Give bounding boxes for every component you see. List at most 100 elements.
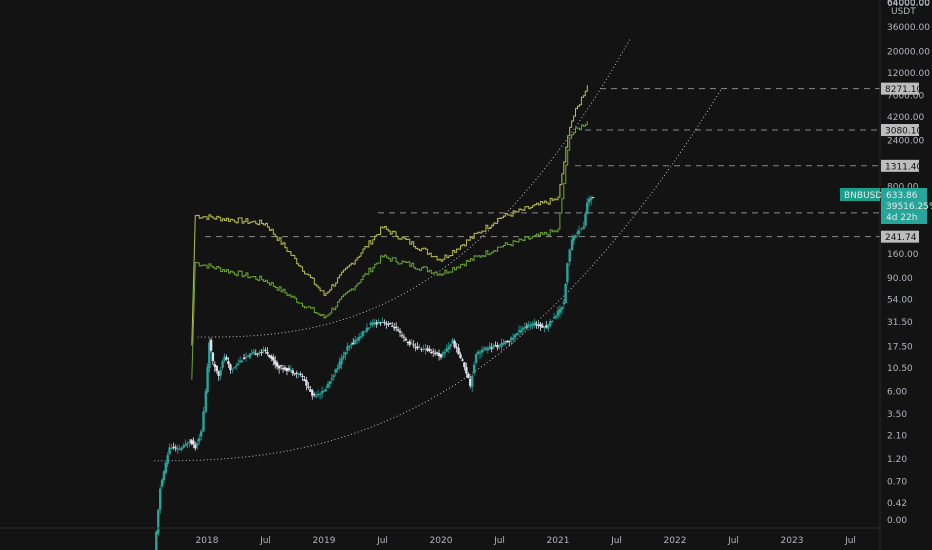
candle [476, 350, 480, 356]
candle [199, 429, 203, 441]
candle [254, 349, 257, 356]
candle [180, 446, 183, 452]
candle [529, 321, 532, 331]
level-badge-0: 8271.10 [881, 82, 922, 95]
level-label-0: 8271.10 [885, 85, 922, 95]
candle [402, 333, 406, 342]
time-tick-8: 2022 [664, 536, 687, 546]
candle [217, 370, 220, 381]
candle [359, 331, 363, 339]
candle [539, 322, 542, 332]
candle [472, 361, 476, 376]
candle [326, 381, 330, 389]
time-axis[interactable]: 2018 Jul 2019 Jul 2020 Jul 2021 Jul 2022 Jul 2023 J… [196, 536, 856, 546]
candle [248, 352, 252, 359]
candle [513, 333, 517, 342]
price-tick-top: 64000.00 [887, 0, 930, 8]
time-tick-3: Jul [376, 536, 388, 546]
candle [262, 346, 265, 354]
time-tick-9: Jul [727, 536, 739, 546]
price-tick-20: 0.00 [887, 516, 907, 526]
candle [589, 195, 593, 206]
candle [348, 345, 351, 351]
candle [162, 470, 166, 485]
price-tick-0: 64000.00 [887, 0, 930, 9]
candle [313, 392, 316, 398]
candle [455, 342, 458, 353]
candle [277, 364, 281, 374]
candle [184, 439, 187, 447]
candle [215, 365, 218, 374]
candle [164, 462, 168, 475]
candle [342, 351, 345, 361]
candle [375, 319, 378, 328]
candle [510, 336, 513, 346]
price-tick-4: 7000.00 [887, 92, 924, 102]
price-tick-8: 160.00 [887, 250, 919, 260]
candle [437, 349, 441, 361]
candle [441, 350, 445, 359]
candle [394, 322, 398, 332]
candle [527, 320, 530, 329]
candle [373, 318, 376, 327]
bar-countdown: 4d 22h [886, 213, 917, 223]
candle [336, 364, 339, 373]
candle [229, 363, 232, 374]
candle [435, 351, 439, 356]
candle [447, 342, 450, 354]
candle [430, 348, 433, 355]
candle [279, 364, 283, 370]
candle [168, 443, 171, 455]
time-tick-2: 2019 [313, 536, 336, 546]
level-badge-1: 3080.10 [881, 124, 922, 137]
candle [320, 386, 324, 399]
candle [160, 478, 164, 489]
candle [332, 373, 335, 381]
candle [506, 340, 509, 343]
candle [196, 439, 199, 450]
time-tick-5: Jul [493, 536, 505, 546]
candle [558, 305, 562, 318]
candle [274, 355, 277, 369]
candle [352, 338, 355, 346]
candle [586, 197, 589, 214]
level-label-2: 1311.40 [885, 162, 922, 172]
candle [264, 347, 267, 354]
price-tick-12: 17.50 [887, 343, 913, 353]
candle [474, 352, 478, 365]
candle [478, 349, 482, 359]
candle [433, 349, 437, 356]
candle [556, 306, 560, 319]
last-price-box: 633.86 39516.25% 4d 22h [881, 188, 932, 224]
candle [174, 444, 177, 452]
candle [227, 357, 230, 368]
candle [208, 337, 211, 373]
candle [533, 318, 536, 328]
price-axis[interactable]: 64000.00 36000.00 20000.00 12000.00 7000.00 4… [887, 0, 930, 526]
candle [432, 348, 435, 357]
candle [535, 321, 538, 329]
candle [508, 340, 511, 347]
candle [591, 196, 595, 199]
candle [492, 343, 495, 350]
candle [453, 338, 456, 349]
time-tick-4: 2020 [430, 536, 453, 546]
candle [211, 352, 215, 365]
price-tick-17: 1.20 [887, 455, 907, 465]
candle [393, 322, 396, 332]
candle [322, 388, 326, 393]
candle [554, 314, 558, 320]
price-tick-11: 31.50 [887, 318, 913, 328]
candle [311, 388, 314, 400]
candle [293, 373, 296, 376]
level-badge-4: 241.74 [881, 230, 919, 243]
candle [422, 344, 425, 352]
candle [387, 321, 390, 327]
candle [159, 485, 162, 515]
candle [457, 343, 460, 355]
candle [221, 359, 224, 370]
candle [480, 346, 484, 358]
channel-lines [191, 85, 588, 380]
price-tick-10: 54.00 [887, 295, 913, 305]
